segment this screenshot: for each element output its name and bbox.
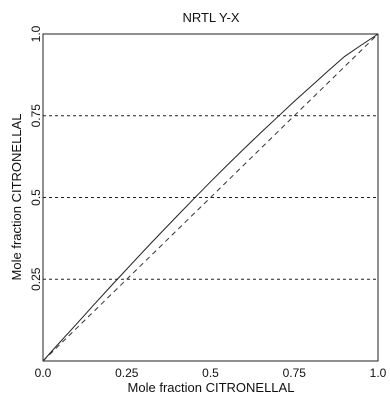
x-tick-labels: 0.0 0.25 0.5 0.75 1.0	[35, 366, 387, 380]
x-tick-label: 0.75	[283, 366, 307, 380]
y-axis-label: Mole fraction CITRONELLAL	[9, 114, 24, 281]
x-tick-label: 0.0	[35, 366, 52, 380]
y-tick-label: 0.75	[29, 104, 43, 128]
y-tick-labels: 0.25 0.5 0.75 1.0	[29, 25, 43, 291]
x-tick-label: 0.25	[115, 366, 139, 380]
equilibrium-curve	[42, 33, 379, 362]
y-tick-label: 0.25	[29, 267, 43, 291]
diagonal-reference-line	[42, 33, 379, 362]
y-tick-label: 1.0	[29, 25, 43, 42]
series-layer	[42, 33, 379, 362]
x-tick-label: 1.0	[370, 366, 387, 380]
x-axis-label: Mole fraction CITRONELLAL	[128, 380, 295, 395]
grid-lines	[43, 33, 378, 280]
chart-title: NRTL Y-X	[182, 10, 239, 25]
y-tick-label: 0.5	[29, 189, 43, 206]
x-tick-label: 0.5	[202, 366, 219, 380]
